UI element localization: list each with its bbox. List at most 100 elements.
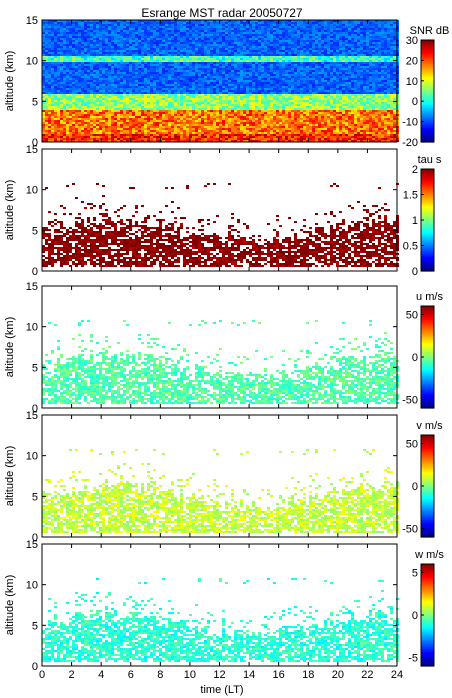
heatmap-cell [153,32,156,34]
heatmap-cell [69,80,72,82]
heatmap-cell [150,50,153,52]
heatmap-cell [75,110,78,112]
heatmap-cell [183,98,186,100]
heatmap-cell [99,118,102,120]
heatmap-cell [102,122,105,124]
heatmap-cell [264,128,267,130]
heatmap-cell [201,126,204,128]
heatmap-cell [174,62,177,64]
heatmap-cell [258,50,261,52]
heatmap-cell [213,108,216,110]
heatmap-cell [276,54,279,56]
heatmap-cell [168,136,171,138]
heatmap-cell [69,98,72,100]
heatmap-cell [267,112,270,114]
heatmap-cell [177,92,180,94]
heatmap-cell [267,76,270,78]
heatmap-cell [207,92,210,94]
heatmap-cell [69,24,72,26]
heatmap-cell [141,36,144,38]
heatmap-cell [258,120,261,122]
heatmap-cell [72,66,75,68]
heatmap-cell [258,84,261,86]
heatmap-cell [60,68,63,70]
heatmap-cell [45,84,48,86]
heatmap-cell [225,38,228,40]
heatmap-cell [66,66,69,68]
heatmap-cell [150,132,153,134]
heatmap-cell [63,44,66,46]
heatmap-cell [111,30,114,32]
heatmap-cell [237,60,240,62]
heatmap-cell [246,22,249,24]
heatmap-cell [90,40,93,42]
heatmap-cell [54,100,57,102]
heatmap-cell [66,100,69,102]
heatmap-cell [108,32,111,34]
heatmap-cell [183,122,186,124]
heatmap-cell [75,108,78,110]
heatmap-cell [153,90,156,92]
heatmap-cell [192,126,195,128]
heatmap-cell [63,100,66,102]
heatmap-cell [141,34,144,36]
heatmap-cell [222,74,225,76]
heatmap-cell [144,82,147,84]
heatmap-cell [75,112,78,114]
heatmap-cell [135,44,138,46]
heatmap-cell [180,72,183,74]
heatmap-cell [171,46,174,48]
heatmap-cell [252,52,255,54]
heatmap-cell [114,20,117,22]
heatmap-cell [243,124,246,126]
heatmap-cell [120,120,123,122]
heatmap-cell [117,64,120,66]
heatmap-cell [150,138,153,140]
heatmap-cell [99,122,102,124]
heatmap-cell [117,126,120,128]
heatmap-cell [276,34,279,36]
heatmap-cell [54,46,57,48]
heatmap-cell [225,110,228,112]
heatmap-cell [114,98,117,100]
heatmap-cell [54,60,57,62]
heatmap-cell [57,114,60,116]
heatmap-cell [48,62,51,64]
heatmap-cell [267,28,270,30]
heatmap-cell [159,64,162,66]
heatmap-cell [150,60,153,62]
heatmap-cell [273,32,276,34]
heatmap-cell [123,52,126,54]
heatmap-cell [201,90,204,92]
heatmap-cell [60,94,63,96]
heatmap-cell [108,118,111,120]
heatmap-cell [150,82,153,84]
heatmap-cell [243,44,246,46]
heatmap-cell [210,70,213,72]
heatmap-cell [87,78,90,80]
heatmap-cell [138,46,141,48]
heatmap-cell [240,106,243,108]
heatmap-cell [120,108,123,110]
heatmap-cell [270,140,273,142]
heatmap-cell [141,126,144,128]
heatmap-cell [135,94,138,96]
heatmap-cell [159,92,162,94]
heatmap-cell [87,116,90,118]
heatmap-cell [111,120,114,122]
heatmap-cell [267,54,270,56]
heatmap-cell [111,60,114,62]
heatmap-cell [219,70,222,72]
heatmap-cell [216,40,219,42]
heatmap-cell [192,114,195,116]
heatmap-cell [210,30,213,32]
heatmap-cell [147,46,150,48]
heatmap-cell [198,38,201,40]
heatmap-cell [72,24,75,26]
heatmap-cell [282,68,285,70]
heatmap-cell [69,30,72,32]
heatmap-cell [213,134,216,136]
heatmap-cell [207,82,210,84]
heatmap-cell [183,140,186,142]
heatmap-cell [81,56,84,58]
